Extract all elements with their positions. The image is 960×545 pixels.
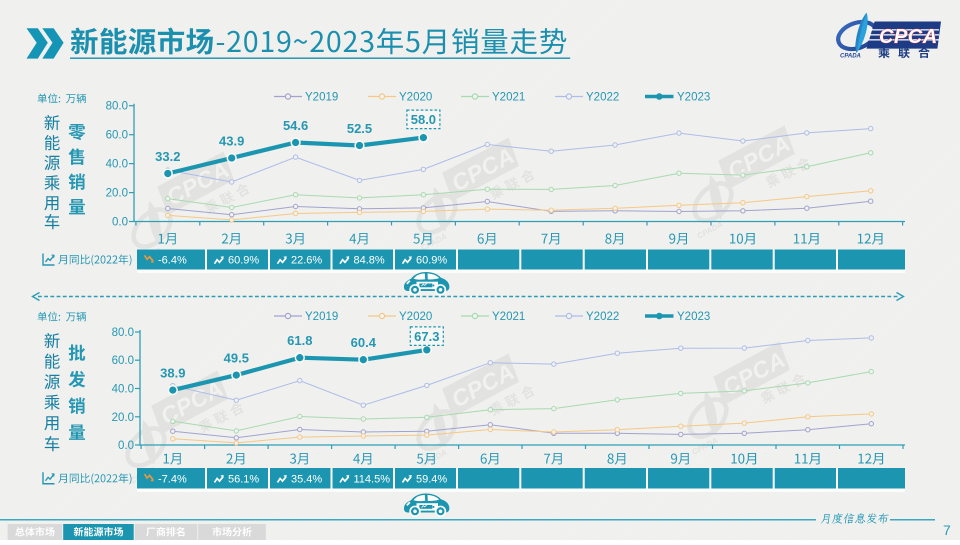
svg-text:-7.4%: -7.4% bbox=[158, 473, 187, 485]
svg-text:114.5%: 114.5% bbox=[354, 473, 391, 485]
svg-text:22.6%: 22.6% bbox=[291, 255, 322, 267]
svg-text:33.2: 33.2 bbox=[155, 149, 180, 164]
svg-text:54.6: 54.6 bbox=[283, 118, 308, 133]
svg-text:Y2021: Y2021 bbox=[492, 92, 525, 104]
svg-text:40.0: 40.0 bbox=[106, 159, 128, 171]
svg-text:67.3: 67.3 bbox=[414, 329, 439, 344]
svg-text:0.0: 0.0 bbox=[118, 440, 134, 452]
svg-text:Y2022: Y2022 bbox=[586, 311, 619, 323]
svg-text:35.4%: 35.4% bbox=[291, 473, 322, 485]
svg-text:Y2019: Y2019 bbox=[305, 311, 338, 323]
svg-text:58.0: 58.0 bbox=[411, 112, 436, 127]
svg-text:-6.4%: -6.4% bbox=[158, 255, 187, 267]
svg-text:20.0: 20.0 bbox=[112, 412, 134, 424]
svg-text:80.0: 80.0 bbox=[112, 327, 134, 339]
svg-text:61.8: 61.8 bbox=[287, 333, 312, 348]
svg-text:40.0: 40.0 bbox=[112, 384, 134, 396]
svg-text:CPADA: CPADA bbox=[840, 54, 861, 60]
svg-text:0.0: 0.0 bbox=[112, 217, 128, 229]
svg-text:Y2023: Y2023 bbox=[677, 311, 710, 323]
svg-text:84.8%: 84.8% bbox=[354, 255, 385, 267]
svg-text:Y2020: Y2020 bbox=[399, 311, 432, 323]
svg-text:43.9: 43.9 bbox=[219, 134, 244, 149]
svg-text:20.0: 20.0 bbox=[106, 188, 128, 200]
svg-text:56.1%: 56.1% bbox=[228, 473, 259, 485]
svg-text:80.0: 80.0 bbox=[106, 101, 128, 113]
svg-text:Y2020: Y2020 bbox=[399, 92, 432, 104]
svg-text:60.0: 60.0 bbox=[112, 355, 134, 367]
svg-text:60.9%: 60.9% bbox=[228, 255, 259, 267]
svg-text:CPCA: CPCA bbox=[879, 26, 938, 48]
svg-text:59.4%: 59.4% bbox=[416, 473, 447, 485]
svg-text:38.9: 38.9 bbox=[160, 366, 185, 381]
svg-text:Y2023: Y2023 bbox=[677, 92, 710, 104]
svg-text:60.9%: 60.9% bbox=[416, 255, 447, 267]
svg-text:60.4: 60.4 bbox=[351, 335, 377, 350]
svg-text:Y2019: Y2019 bbox=[305, 92, 338, 104]
svg-text:7: 7 bbox=[943, 522, 951, 538]
svg-text:60.0: 60.0 bbox=[106, 130, 128, 142]
svg-text:Y2021: Y2021 bbox=[492, 311, 525, 323]
svg-text:Y2022: Y2022 bbox=[586, 92, 619, 104]
svg-text:52.5: 52.5 bbox=[347, 121, 372, 136]
svg-text:49.5: 49.5 bbox=[224, 351, 249, 366]
